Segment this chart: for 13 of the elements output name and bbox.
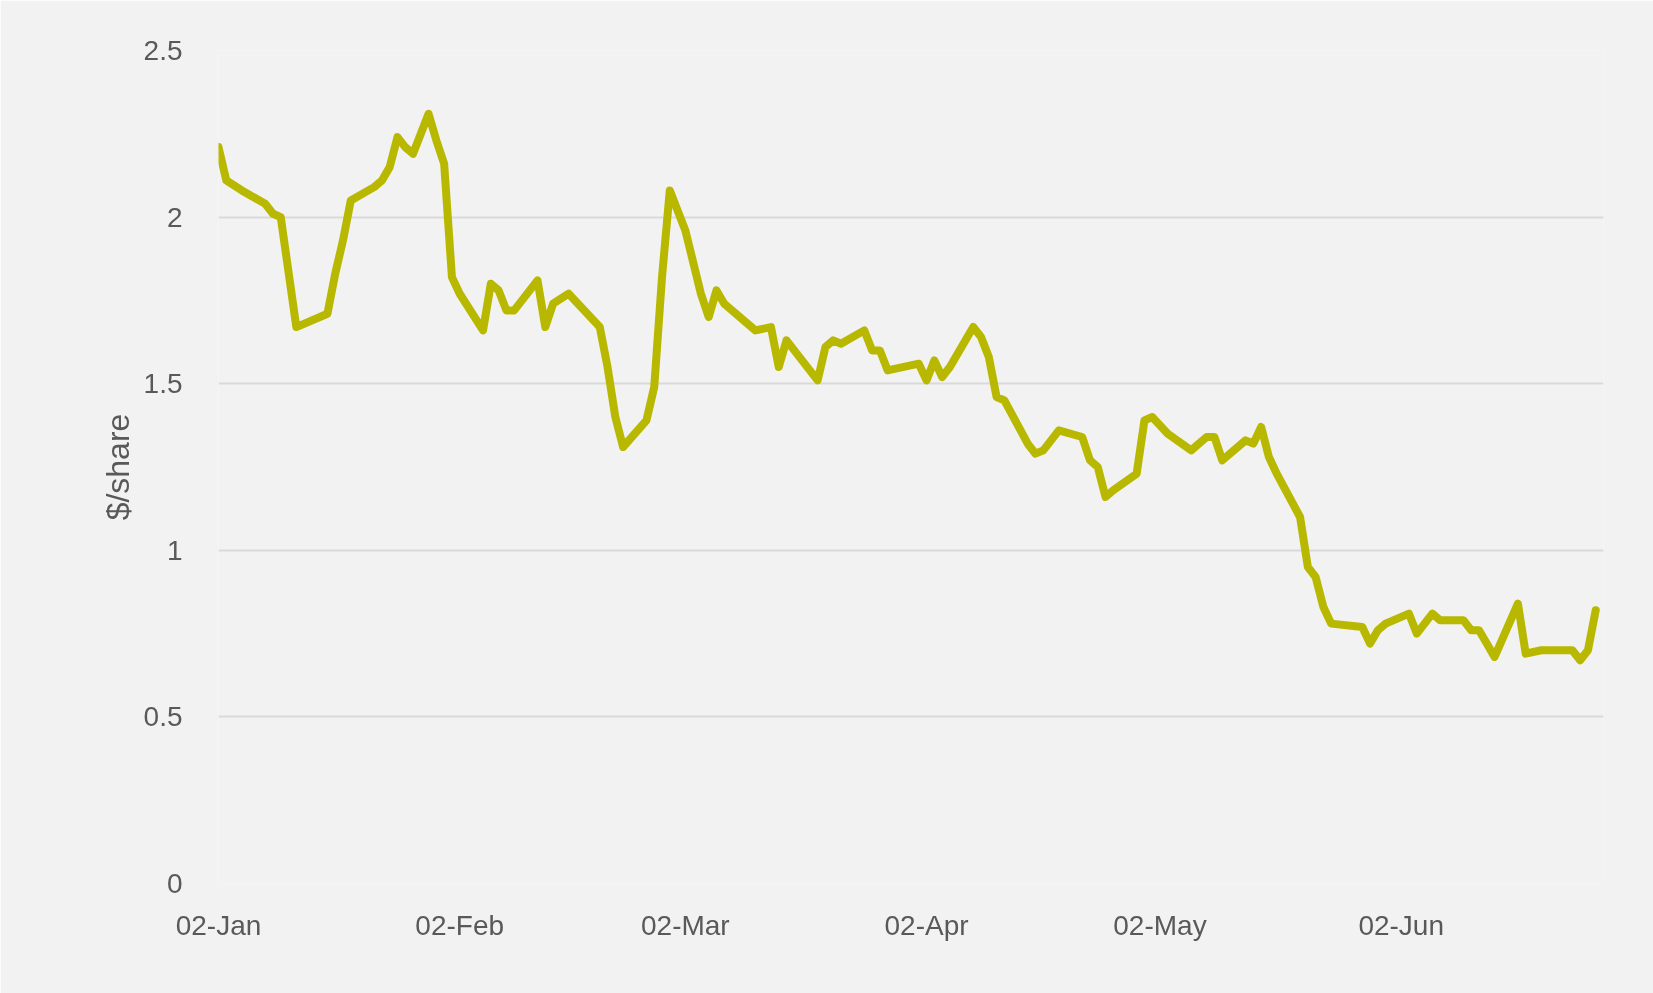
y-tick-label: 1: [166, 534, 183, 566]
y-tick-label: 0.5: [143, 701, 183, 733]
x-tick-label: 02-Jun: [1358, 909, 1445, 941]
y-tick-label: 0: [166, 868, 183, 899]
y-tick-label: 2: [166, 201, 183, 233]
x-tick-label: 02-Feb: [415, 909, 505, 941]
x-tick-label: 02-Mar: [641, 909, 730, 941]
y-tick-label: 2.5: [143, 35, 183, 66]
y-axis-title: $/share: [99, 413, 136, 521]
y-tick-label: 1.5: [143, 368, 183, 400]
x-tick-label: 02-Apr: [884, 909, 969, 941]
x-tick-label: 02-Jan: [175, 909, 262, 941]
x-tick-label: 02-May: [1113, 909, 1207, 941]
